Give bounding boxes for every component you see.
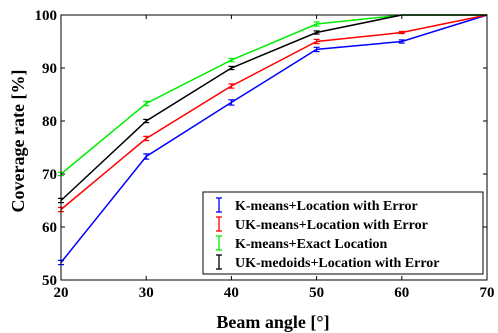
error-bar	[313, 30, 320, 35]
x-tick-label: 40	[224, 285, 239, 301]
legend-label: UK-medoids+Location with Error	[235, 256, 440, 271]
error-bar	[228, 57, 235, 63]
y-axis-title: Coverage rate [%]	[8, 70, 28, 213]
chart-legend: K-means+Location with Error UK-means+Loca…	[202, 191, 484, 275]
y-tick-label: 100	[35, 8, 58, 24]
error-bar	[313, 38, 320, 45]
legend-label: UK-means+Location with Error	[235, 218, 428, 233]
series-line-3	[60, 14, 487, 175]
error-bar	[228, 99, 235, 106]
legend-marker	[216, 197, 222, 213]
error-bar	[228, 83, 235, 89]
y-tick-label: 90	[42, 61, 57, 77]
x-tick-label: 20	[54, 285, 69, 301]
x-tick-label: 50	[309, 285, 324, 301]
x-tick-label: 60	[394, 285, 409, 301]
y-tick-label: 60	[42, 220, 57, 236]
x-axis-title: Beam angle [°]	[216, 312, 329, 332]
legend-box	[202, 191, 484, 275]
error-bar	[398, 30, 405, 35]
y-tick-label: 50	[42, 273, 57, 289]
error-bar	[228, 65, 235, 71]
legend-marker	[216, 235, 222, 251]
x-tick-label: 70	[480, 285, 495, 301]
legend-label: K-means+Location with Error	[235, 199, 418, 214]
series-line-2	[60, 14, 488, 211]
legend-marker	[216, 254, 222, 270]
error-bar	[313, 46, 320, 53]
error-bar	[143, 118, 150, 124]
error-bar	[398, 39, 405, 44]
series-line-1	[60, 14, 488, 263]
error-bar	[143, 100, 150, 107]
legend-marker	[216, 216, 222, 232]
error-bar	[313, 21, 320, 27]
x-tick-label: 30	[139, 285, 154, 301]
error-bar	[143, 135, 150, 142]
legend-label: K-means+Exact Location	[235, 237, 387, 252]
error-bar	[143, 153, 150, 160]
y-tick-label: 70	[42, 167, 57, 183]
y-tick-label: 80	[42, 114, 57, 130]
plot-frame	[60, 14, 488, 281]
chart-axes: 20 30 40 50 60 70 50 60 70 80 90 100	[35, 8, 495, 301]
